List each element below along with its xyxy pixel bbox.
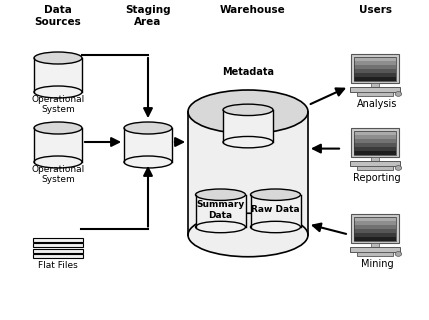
Polygon shape xyxy=(351,128,399,157)
Polygon shape xyxy=(350,161,400,166)
Polygon shape xyxy=(251,195,300,227)
Polygon shape xyxy=(357,252,393,256)
Ellipse shape xyxy=(251,221,300,233)
Ellipse shape xyxy=(188,90,308,133)
Polygon shape xyxy=(354,69,396,73)
Polygon shape xyxy=(372,244,379,246)
Polygon shape xyxy=(354,57,396,61)
Text: Flat Files: Flat Files xyxy=(38,261,78,270)
Ellipse shape xyxy=(34,156,82,168)
Polygon shape xyxy=(354,73,396,77)
Ellipse shape xyxy=(223,136,273,148)
Ellipse shape xyxy=(124,122,172,134)
Polygon shape xyxy=(124,128,172,162)
Polygon shape xyxy=(351,214,399,244)
Polygon shape xyxy=(188,112,308,235)
Polygon shape xyxy=(196,195,245,227)
Text: Warehouse: Warehouse xyxy=(220,5,286,15)
Polygon shape xyxy=(354,65,396,69)
Text: Operational
System: Operational System xyxy=(31,95,85,114)
Polygon shape xyxy=(354,217,396,221)
Polygon shape xyxy=(357,92,393,96)
Polygon shape xyxy=(354,151,396,155)
Ellipse shape xyxy=(395,252,402,256)
Text: Data
Sources: Data Sources xyxy=(35,5,82,27)
Polygon shape xyxy=(354,135,396,139)
Polygon shape xyxy=(357,166,393,170)
Text: Mining: Mining xyxy=(361,259,393,269)
Polygon shape xyxy=(354,229,396,233)
Text: Operational
System: Operational System xyxy=(31,165,85,184)
Text: Analysis: Analysis xyxy=(357,99,397,109)
Ellipse shape xyxy=(251,189,300,200)
Ellipse shape xyxy=(395,92,402,96)
Text: Reporting: Reporting xyxy=(353,173,401,183)
Ellipse shape xyxy=(223,104,273,116)
Ellipse shape xyxy=(196,189,245,200)
Polygon shape xyxy=(33,249,83,252)
Ellipse shape xyxy=(34,86,82,98)
Polygon shape xyxy=(372,157,379,161)
Polygon shape xyxy=(354,61,396,65)
Ellipse shape xyxy=(124,156,172,168)
Ellipse shape xyxy=(395,166,402,170)
Polygon shape xyxy=(350,86,400,92)
Text: Summary
Data: Summary Data xyxy=(196,200,245,220)
Polygon shape xyxy=(33,238,83,242)
Polygon shape xyxy=(223,110,273,142)
Polygon shape xyxy=(33,243,83,247)
Polygon shape xyxy=(33,254,83,258)
Ellipse shape xyxy=(196,221,245,233)
Polygon shape xyxy=(354,143,396,147)
Polygon shape xyxy=(34,128,82,162)
Polygon shape xyxy=(354,225,396,229)
Ellipse shape xyxy=(34,52,82,64)
Text: Users: Users xyxy=(359,5,392,15)
Polygon shape xyxy=(351,54,399,84)
Polygon shape xyxy=(34,58,82,92)
Polygon shape xyxy=(354,147,396,151)
Polygon shape xyxy=(354,131,396,135)
Polygon shape xyxy=(354,221,396,225)
Polygon shape xyxy=(350,246,400,252)
Polygon shape xyxy=(372,84,379,86)
Polygon shape xyxy=(354,233,396,237)
Ellipse shape xyxy=(34,122,82,134)
Text: Staging
Area: Staging Area xyxy=(125,5,171,27)
Polygon shape xyxy=(354,139,396,143)
Polygon shape xyxy=(354,237,396,241)
Ellipse shape xyxy=(188,213,308,257)
Text: Metadata: Metadata xyxy=(222,67,274,77)
Text: Raw Data: Raw Data xyxy=(251,205,300,214)
Polygon shape xyxy=(354,77,396,81)
